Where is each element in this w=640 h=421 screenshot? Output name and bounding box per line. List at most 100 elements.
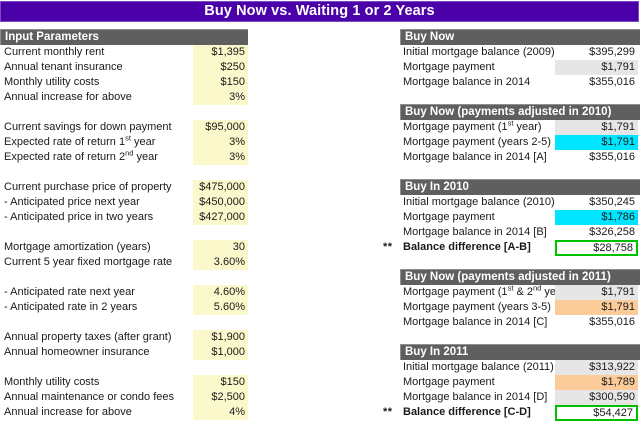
result-label-mortgage-payment-1st-year: Mortgage payment (1st year) xyxy=(403,118,542,133)
result-label-mortgage-payment-years-2-5: Mortgage payment (years 2-5) xyxy=(403,136,551,148)
input-row: Mortgage amortization (years) 30 xyxy=(0,240,248,255)
input-row: Annual tenant insurance $250 xyxy=(0,60,248,75)
input-label-annual-property-taxes-after-grant: Annual property taxes (after grant) xyxy=(4,331,172,343)
result-label-initial-mortgage-balance-2010: Initial mortgage balance (2010) xyxy=(403,196,555,208)
result-label-initial-mortgage-balance-2009: Initial mortgage balance (2009) xyxy=(403,46,555,58)
input-value-annual-maintenance-or-condo-fees[interactable]: $2,500 xyxy=(193,390,248,405)
section-header-buy-now-payments-adjusted-in-2010: Buy Now (payments adjusted in 2010) xyxy=(400,104,640,120)
input-row: Annual property taxes (after grant) $1,90… xyxy=(0,330,248,345)
section-header-buy-now-payments-adjusted-in-2011: Buy Now (payments adjusted in 2011) xyxy=(400,269,640,285)
result-value-mortgage-payment-1st-2nd-year: $1,791 xyxy=(555,285,638,300)
result-value-mortgage-payment: $1,786 xyxy=(555,210,638,225)
input-row: Monthly utility costs $150 xyxy=(0,375,248,390)
page-title: Buy Now vs. Waiting 1 or 2 Years xyxy=(0,1,639,22)
input-label-monthly-utility-costs: Monthly utility costs xyxy=(4,76,100,88)
result-value-mortgage-payment: $1,791 xyxy=(555,60,638,75)
input-row: Monthly utility costs $150 xyxy=(0,75,248,90)
input-value-expected-rate-of-return-2nd-year[interactable]: 3% xyxy=(193,150,248,165)
input-value-annual-property-taxes-after-grant[interactable]: $1,900 xyxy=(193,330,248,345)
result-label-mortgage-payment-years-3-5: Mortgage payment (years 3-5) xyxy=(403,301,551,313)
input-row: - Anticipated rate next year 4.60% xyxy=(0,285,248,300)
input-label-anticipated-price-in-two-years: - Anticipated price in two years xyxy=(4,211,154,223)
result-value-mortgage-balance-in-2014-d: $300,590 xyxy=(555,390,638,405)
input-label-annual-tenant-insurance: Annual tenant insurance xyxy=(4,61,123,73)
input-value-mortgage-amortization-years[interactable]: 30 xyxy=(193,240,248,255)
input-label-current-savings-for-down-payment: Current savings for down payment xyxy=(4,121,172,133)
input-value-expected-rate-of-return-1st-year[interactable]: 3% xyxy=(193,135,248,150)
input-row: - Anticipated price in two years $427,000 xyxy=(0,210,248,225)
result-value-mortgage-balance-in-2014-c: $355,016 xyxy=(589,316,635,328)
result-label-mortgage-balance-in-2014-b: Mortgage balance in 2014 [B] xyxy=(403,226,547,238)
input-value-annual-homeowner-insurance[interactable]: $1,000 xyxy=(193,345,248,360)
input-row: Expected rate of return 1st year 3% xyxy=(0,133,248,150)
input-label-current-5-year-fixed-mortgage-rate: Current 5 year fixed mortgage rate xyxy=(4,256,173,268)
result-value-balance-difference-a-b: $28,758 xyxy=(555,240,638,256)
input-row: - Anticipated price next year $450,000 xyxy=(0,195,248,210)
input-value-anticipated-price-next-year[interactable]: $450,000 xyxy=(193,195,248,210)
input-row: Current purchase price of property $475,0… xyxy=(0,180,248,195)
result-label-mortgage-payment: Mortgage payment xyxy=(403,61,495,73)
result-label-mortgage-payment: Mortgage payment xyxy=(403,376,495,388)
input-row: Expected rate of return 2nd year 3% xyxy=(0,148,248,165)
input-label-annual-maintenance-or-condo-fees: Annual maintenance or condo fees xyxy=(4,391,175,403)
result-label-mortgage-balance-in-2014-a: Mortgage balance in 2014 [A] xyxy=(403,151,547,163)
input-row: Annual homeowner insurance $1,000 xyxy=(0,345,248,360)
result-value-mortgage-payment-years-2-5: $1,791 xyxy=(555,135,638,150)
result-label-mortgage-payment: Mortgage payment xyxy=(403,211,495,223)
input-label-current-purchase-price-of-property: Current purchase price of property xyxy=(4,181,172,193)
result-value-initial-mortgage-balance-2010: $350,245 xyxy=(589,196,635,208)
result-value-mortgage-payment-years-3-5: $1,791 xyxy=(555,300,638,315)
input-value-anticipated-price-in-two-years[interactable]: $427,000 xyxy=(193,210,248,225)
result-label-mortgage-balance-in-2014-d: Mortgage balance in 2014 [D] xyxy=(403,391,548,403)
section-header-buy-in-2010: Buy In 2010 xyxy=(400,179,640,195)
result-value-mortgage-balance-in-2014-b: $326,258 xyxy=(589,226,635,238)
input-row: Annual increase for above 3% xyxy=(0,90,248,105)
input-value-annual-increase-for-above[interactable]: 4% xyxy=(193,405,248,420)
input-label-anticipated-rate-next-year: - Anticipated rate next year xyxy=(4,286,135,298)
result-value-mortgage-payment-1st-year: $1,791 xyxy=(555,120,638,135)
result-label-mortgage-payment-1st-2nd-year: Mortgage payment (1st & 2nd year) xyxy=(403,283,569,298)
input-label-current-monthly-rent: Current monthly rent xyxy=(4,46,105,58)
input-value-monthly-utility-costs[interactable]: $150 xyxy=(193,375,248,390)
input-value-current-purchase-price-of-property[interactable]: $475,000 xyxy=(193,180,248,195)
input-value-current-5-year-fixed-mortgage-rate[interactable]: 3.60% xyxy=(193,255,248,270)
input-value-anticipated-rate-in-2-years[interactable]: 5.60% xyxy=(193,300,248,315)
input-row: Annual increase for above 4% xyxy=(0,405,248,420)
input-value-anticipated-rate-next-year[interactable]: 4.60% xyxy=(193,285,248,300)
result-value-mortgage-balance-in-2014-a: $355,016 xyxy=(589,151,635,163)
result-label-balance-difference-a-b: Balance difference [A-B] xyxy=(403,241,531,253)
input-value-annual-increase-for-above[interactable]: 3% xyxy=(193,90,248,105)
input-label-expected-rate-of-return-2nd-year: Expected rate of return 2nd year xyxy=(4,148,158,163)
input-label-annual-increase-for-above: Annual increase for above xyxy=(4,91,132,103)
input-label-annual-increase-for-above: Annual increase for above xyxy=(4,406,132,418)
input-value-current-savings-for-down-payment[interactable]: $95,000 xyxy=(193,120,248,135)
result-value-mortgage-balance-in-2014: $355,016 xyxy=(589,76,635,88)
result-label-balance-difference-c-d: Balance difference [C-D] xyxy=(403,406,531,418)
result-value-balance-difference-c-d: $54,427 xyxy=(555,405,638,421)
input-row: Current monthly rent $1,395 xyxy=(0,45,248,60)
input-label-monthly-utility-costs: Monthly utility costs xyxy=(4,376,100,388)
result-value-initial-mortgage-balance-2009: $395,299 xyxy=(589,46,635,58)
input-row: - Anticipated rate in 2 years 5.60% xyxy=(0,300,248,315)
input-value-monthly-utility-costs[interactable]: $150 xyxy=(193,75,248,90)
footnote-asterisk-marker: ** xyxy=(383,241,393,253)
result-value-initial-mortgage-balance-2011: $313,922 xyxy=(555,360,638,375)
result-label-mortgage-balance-in-2014-c: Mortgage balance in 2014 [C] xyxy=(403,316,548,328)
input-label-anticipated-rate-in-2-years: - Anticipated rate in 2 years xyxy=(4,301,138,313)
input-row: Annual maintenance or condo fees $2,500 xyxy=(0,390,248,405)
input-value-annual-tenant-insurance[interactable]: $250 xyxy=(193,60,248,75)
input-value-current-monthly-rent[interactable]: $1,395 xyxy=(193,45,248,60)
result-label-initial-mortgage-balance-2011: Initial mortgage balance (2011) xyxy=(403,361,554,373)
section-header-buy-in-2011: Buy In 2011 xyxy=(400,344,640,360)
result-label-mortgage-balance-in-2014: Mortgage balance in 2014 xyxy=(403,76,531,88)
input-row: Current 5 year fixed mortgage rate 3.60% xyxy=(0,255,248,270)
input-label-expected-rate-of-return-1st-year: Expected rate of return 1st year xyxy=(4,133,156,148)
input-label-anticipated-price-next-year: - Anticipated price next year xyxy=(4,196,140,208)
section-header-input-parameters: Input Parameters xyxy=(0,29,248,45)
footnote-asterisk-marker: ** xyxy=(383,406,393,418)
result-value-mortgage-payment: $1,789 xyxy=(555,375,638,390)
section-header-buy-now: Buy Now xyxy=(400,29,640,45)
input-label-mortgage-amortization-years: Mortgage amortization (years) xyxy=(4,241,151,253)
input-label-annual-homeowner-insurance: Annual homeowner insurance xyxy=(4,346,150,358)
